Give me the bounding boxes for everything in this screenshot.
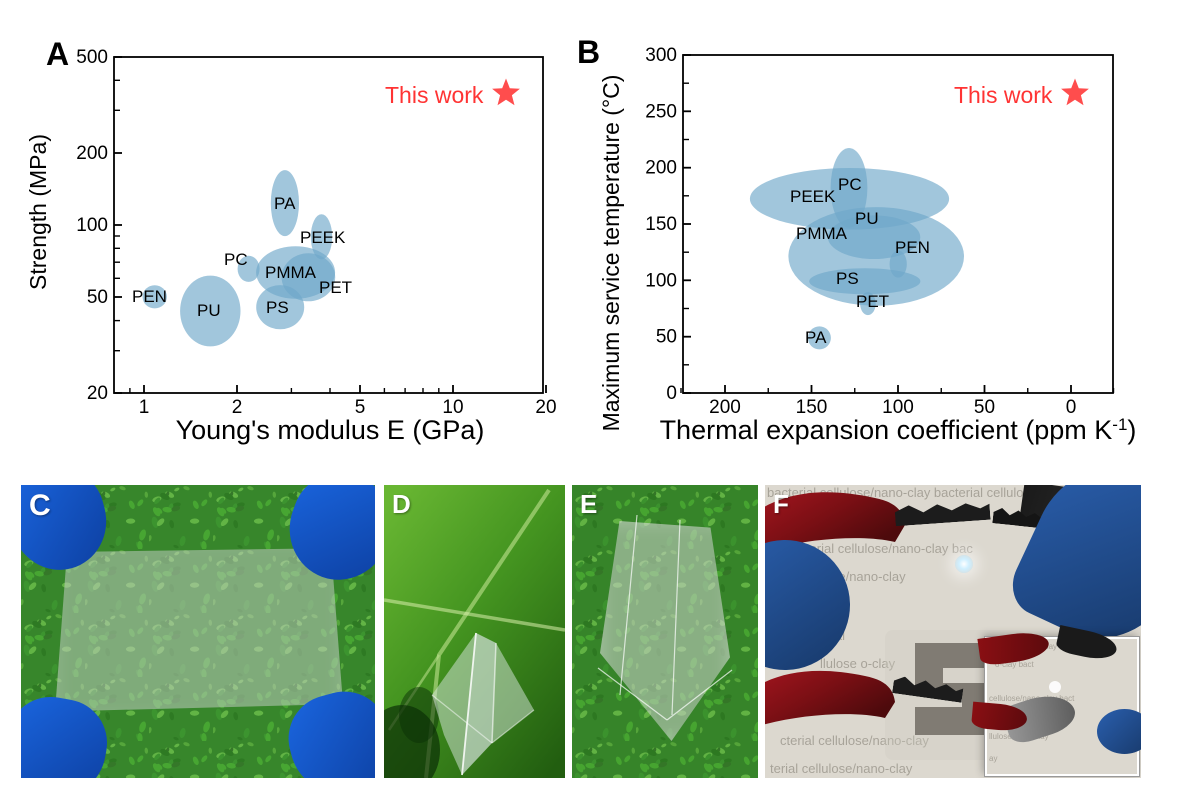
svg-text:300: 300 [645, 45, 677, 66]
svg-text:terial cellulose/nano-clay: terial cellulose/nano-clay [770, 761, 913, 776]
svg-text:B: B [577, 34, 600, 70]
svg-text:PU: PU [197, 301, 221, 320]
svg-text:Maximum service temperature (°: Maximum service temperature (°C) [598, 75, 624, 432]
svg-text:1: 1 [139, 397, 150, 418]
svg-text:Young's modulus E (GPa): Young's modulus E (GPa) [176, 415, 485, 445]
svg-text:This work: This work [954, 82, 1053, 108]
svg-text:100: 100 [645, 270, 677, 291]
svg-text:PMMA: PMMA [796, 224, 848, 243]
svg-text:0: 0 [666, 383, 677, 404]
svg-text:This work: This work [385, 82, 484, 108]
svg-text:PET: PET [319, 278, 352, 297]
svg-text:PS: PS [836, 269, 859, 288]
svg-text:ay: ay [989, 754, 997, 763]
svg-text:150: 150 [645, 214, 677, 235]
svg-text:A: A [46, 36, 69, 72]
svg-text:200: 200 [645, 158, 677, 179]
svg-text:20: 20 [87, 383, 108, 404]
svg-text:PA: PA [805, 328, 827, 347]
svg-text:Thermal expansion coefficient: Thermal expansion coefficient (ppm K-1) [660, 415, 1137, 446]
svg-text:50: 50 [87, 287, 108, 308]
svg-text:250: 250 [645, 101, 677, 122]
svg-text:50: 50 [656, 327, 677, 348]
svg-text:PC: PC [224, 250, 248, 269]
svg-text:Strength (MPa): Strength (MPa) [25, 134, 51, 290]
svg-text:PU: PU [855, 209, 879, 228]
svg-text:PEN: PEN [132, 287, 167, 306]
svg-text:20: 20 [535, 397, 556, 418]
svg-text:PEEK: PEEK [790, 187, 836, 206]
svg-text:200: 200 [76, 143, 108, 164]
svg-text:PS: PS [266, 298, 289, 317]
svg-text:PA: PA [274, 194, 296, 213]
svg-text:500: 500 [76, 47, 108, 68]
svg-text:PET: PET [856, 292, 889, 311]
svg-text:PC: PC [838, 175, 862, 194]
svg-text:PEEK: PEEK [300, 228, 346, 247]
svg-text:PMMA: PMMA [265, 263, 317, 282]
svg-text:PEN: PEN [895, 238, 930, 257]
svg-text:100: 100 [76, 215, 108, 236]
